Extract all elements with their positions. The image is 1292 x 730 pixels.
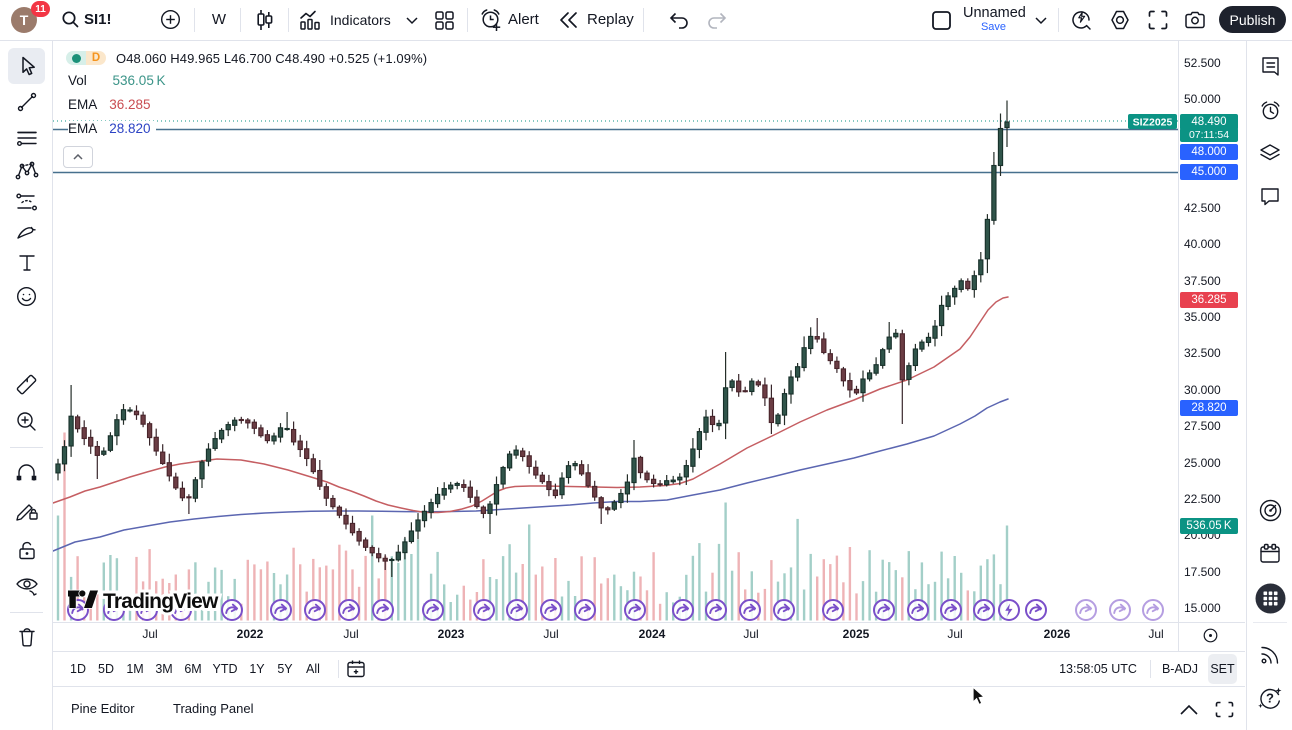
svg-text:SIZ2025: SIZ2025 bbox=[1133, 117, 1173, 129]
svg-text:?: ? bbox=[1266, 691, 1274, 706]
svg-text:TradingView: TradingView bbox=[103, 590, 219, 613]
